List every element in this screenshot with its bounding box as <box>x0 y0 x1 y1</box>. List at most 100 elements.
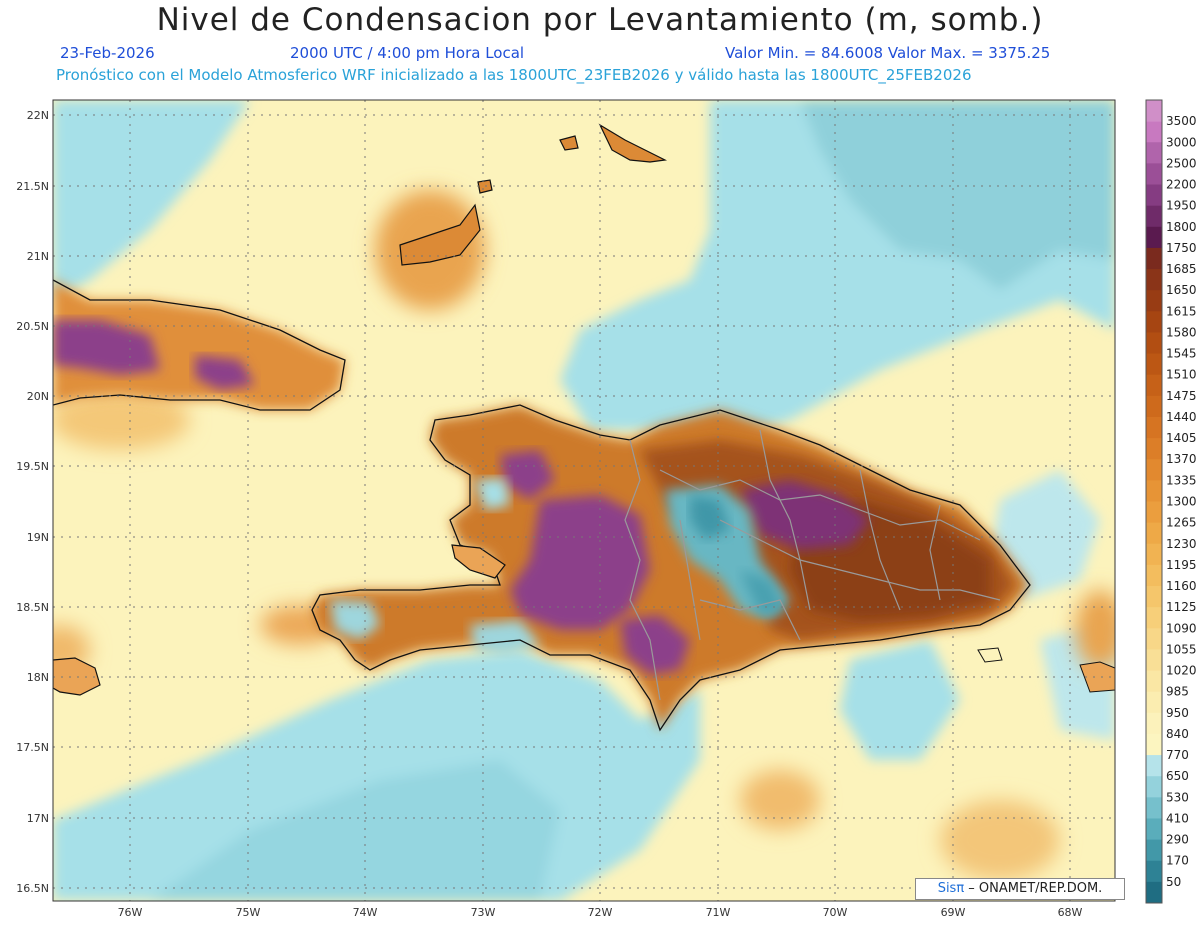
colorbar-segment <box>1146 564 1162 587</box>
colorbar-segment <box>1146 839 1162 862</box>
colorbar-segment <box>1146 649 1162 672</box>
lon-label: 72W <box>588 906 613 919</box>
colorbar-segment <box>1146 332 1162 355</box>
lat-label: 19.5N <box>16 460 49 473</box>
colorbar-segment <box>1146 733 1162 756</box>
colorbar-label: 1265 <box>1166 516 1197 530</box>
colorbar-label: 530 <box>1166 790 1189 804</box>
colorbar-segment <box>1146 438 1162 460</box>
colorbar-label: 1090 <box>1166 621 1197 635</box>
lat-label: 19N <box>27 531 49 544</box>
map-field <box>53 100 1115 901</box>
lon-label: 75W <box>236 906 261 919</box>
colorbar-segment <box>1146 374 1162 397</box>
map-grid <box>53 100 1115 901</box>
colorbar-segment <box>1146 459 1162 481</box>
colorbar-segment <box>1146 416 1162 439</box>
hispaniola-field <box>311 404 1031 732</box>
colorbar-label: 650 <box>1166 769 1189 783</box>
lat-label: 18N <box>27 671 49 684</box>
lat-label: 21N <box>27 250 49 263</box>
colorbar-segment <box>1146 353 1162 376</box>
lat-label: 20.5N <box>16 320 49 333</box>
credit-text: – ONAMET/REP.DOM. <box>964 881 1103 896</box>
colorbar-label: 1195 <box>1166 558 1197 572</box>
colorbar-segment <box>1146 881 1162 904</box>
colorbar-label: 3500 <box>1166 114 1197 128</box>
colorbar-label: 1125 <box>1166 600 1197 614</box>
colorbar-segment <box>1146 797 1162 819</box>
puerto-rico-edge <box>1079 661 1115 693</box>
colorbar-label: 1475 <box>1166 389 1197 403</box>
colorbar-segment <box>1146 100 1162 122</box>
colorbar-segment <box>1146 311 1162 333</box>
colorbar-label: 1055 <box>1166 642 1197 656</box>
colorbar-label: 410 <box>1166 811 1189 825</box>
credit-brand: Sisπ <box>937 881 965 896</box>
colorbar-label: 170 <box>1166 854 1189 868</box>
colorbar-labels: 3500 3000 2500 2200 1950 1800 1750 1685 1650 1615… <box>1166 114 1197 889</box>
colorbar-label: 1335 <box>1166 473 1197 487</box>
colorbar-segment <box>1146 691 1162 714</box>
colorbar-segment <box>1146 269 1162 291</box>
longitude-labels: 76W 75W 74W 73W 72W 71W 70W 69W 68W <box>118 906 1083 919</box>
colorbar-label: 1510 <box>1166 368 1197 382</box>
bahamas-islands <box>399 123 668 266</box>
lon-label: 71W <box>706 906 731 919</box>
colorbar-label: 985 <box>1166 685 1189 699</box>
colorbar-label: 1300 <box>1166 495 1197 509</box>
colorbar-segment <box>1146 755 1162 777</box>
colorbar-label: 290 <box>1166 833 1189 847</box>
colorbar-segment <box>1146 586 1162 608</box>
colorbar-segment <box>1146 818 1162 841</box>
colorbar-label: 1750 <box>1166 241 1197 255</box>
colorbar-segment <box>1146 142 1162 164</box>
model-info: Pronóstico con el Modelo Atmosferico WRF… <box>56 66 972 84</box>
colorbar-label: 770 <box>1166 748 1189 762</box>
colorbar-label: 1020 <box>1166 664 1197 678</box>
colorbar-segment <box>1146 163 1162 186</box>
forecast-time: 2000 UTC / 4:00 pm Hora Local <box>290 44 525 62</box>
colorbar-segment <box>1146 290 1162 312</box>
lon-label: 73W <box>471 906 496 919</box>
colorbar-label: 1650 <box>1166 283 1197 297</box>
lat-label: 22N <box>27 109 49 122</box>
lat-label: 17N <box>27 812 49 825</box>
colorbar-label: 1615 <box>1166 304 1197 318</box>
colorbar-segment <box>1146 670 1162 693</box>
colorbar-segment <box>1146 205 1162 228</box>
latitude-labels: 22N 21.5N 21N 20.5N 20N 19.5N 19N 18.5N 18N 17.5N… <box>16 109 49 895</box>
colorbar-segment <box>1146 776 1162 798</box>
colorbar-frame <box>1145 99 1163 904</box>
colorbar-label: 1370 <box>1166 452 1197 466</box>
colorbar-segment <box>1146 395 1162 418</box>
colorbar-label: 1800 <box>1166 220 1197 234</box>
colorbar-segment <box>1146 607 1162 629</box>
colorbar-segment <box>1146 480 1162 502</box>
colorbar-segment <box>1146 543 1162 566</box>
colorbar-label: 1440 <box>1166 410 1197 424</box>
lat-label: 21.5N <box>16 180 49 193</box>
colorbar-segment <box>1146 712 1162 735</box>
colorbar-segment <box>1146 184 1162 207</box>
lat-label: 20N <box>27 390 49 403</box>
min-max-values: Valor Min. = 84.6008 Valor Max. = 3375.2… <box>725 44 1051 62</box>
colorbar-segment <box>1146 522 1162 545</box>
colorbar-label: 1230 <box>1166 537 1197 551</box>
colorbar-label: 50 <box>1166 875 1181 889</box>
cuba-field <box>53 279 346 411</box>
lat-label: 16.5N <box>16 882 49 895</box>
colorbar-label: 3000 <box>1166 135 1197 149</box>
colorbar-label: 1685 <box>1166 262 1197 276</box>
colorbar-label: 1405 <box>1166 431 1197 445</box>
lat-label: 17.5N <box>16 741 49 754</box>
lon-label: 69W <box>941 906 966 919</box>
jamaica <box>53 657 101 696</box>
forecast-date: 23-Feb-2026 <box>60 44 155 62</box>
map-frame <box>52 99 1116 902</box>
lon-label: 76W <box>118 906 143 919</box>
colorbar <box>1145 99 1163 904</box>
colorbar-label: 1160 <box>1166 579 1197 593</box>
colorbar-label: 950 <box>1166 706 1189 720</box>
